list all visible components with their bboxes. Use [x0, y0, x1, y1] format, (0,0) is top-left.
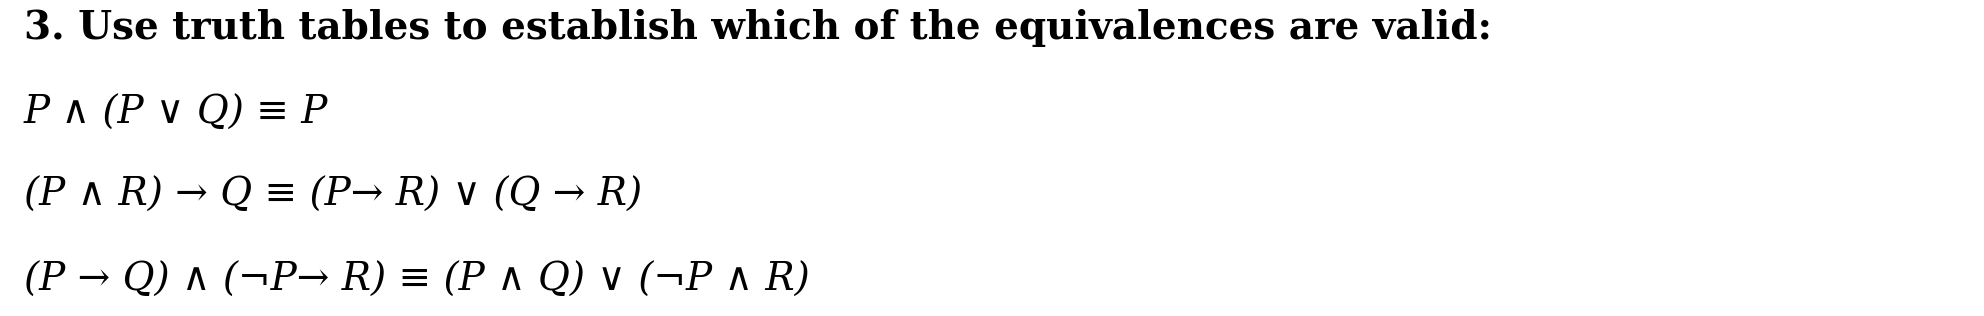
Text: P ∧ (P ∨ Q) ≡ P: P ∧ (P ∨ Q) ≡ P — [24, 95, 327, 132]
Text: (P → Q) ∧ (¬P→ R) ≡ (P ∧ Q) ∨ (¬P ∧ R): (P → Q) ∧ (¬P→ R) ≡ (P ∧ Q) ∨ (¬P ∧ R) — [24, 262, 809, 299]
Text: (P ∧ R) → Q ≡ (P→ R) ∨ (Q → R): (P ∧ R) → Q ≡ (P→ R) ∨ (Q → R) — [24, 177, 643, 214]
Text: 3. Use truth tables to establish which of the equivalences are valid:: 3. Use truth tables to establish which o… — [24, 9, 1492, 47]
